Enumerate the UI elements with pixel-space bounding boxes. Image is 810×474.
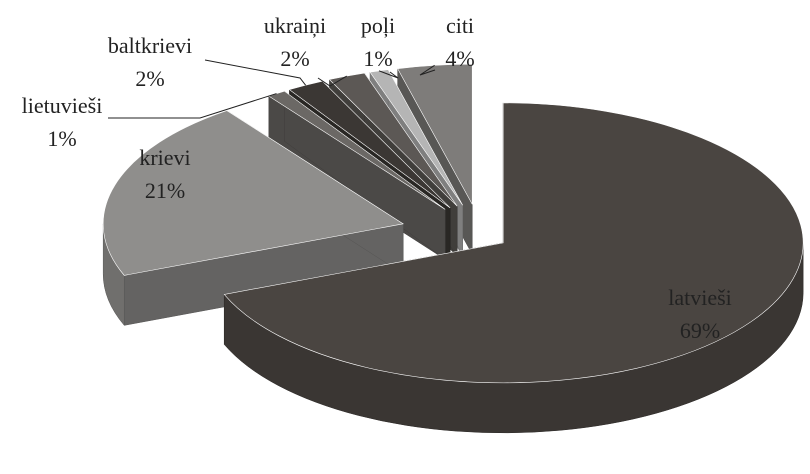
slice-label: latvieši bbox=[668, 285, 732, 310]
leader-line bbox=[378, 70, 399, 79]
slice bbox=[102, 110, 404, 276]
slice-label: baltkrievi bbox=[108, 33, 192, 58]
slice-label: citi bbox=[446, 13, 474, 38]
slice bbox=[328, 72, 458, 207]
value-label: 2% bbox=[280, 46, 309, 71]
slice-label: ukraiņi bbox=[264, 13, 326, 38]
leader-line bbox=[204, 59, 306, 86]
value-label: 4% bbox=[445, 46, 474, 71]
slice bbox=[223, 102, 804, 384]
value-label: 2% bbox=[135, 66, 164, 91]
slice-label: poļi bbox=[361, 13, 395, 38]
leader-line bbox=[419, 64, 436, 76]
leader-line bbox=[108, 93, 277, 119]
leader-line bbox=[317, 75, 347, 87]
value-label: 69% bbox=[680, 318, 720, 343]
slice-label: krievi bbox=[139, 145, 190, 170]
slice-label: lietuvieši bbox=[22, 93, 103, 118]
value-label: 21% bbox=[145, 178, 185, 203]
slice bbox=[369, 69, 463, 206]
value-label: 1% bbox=[47, 126, 76, 151]
value-label: 1% bbox=[363, 46, 392, 71]
